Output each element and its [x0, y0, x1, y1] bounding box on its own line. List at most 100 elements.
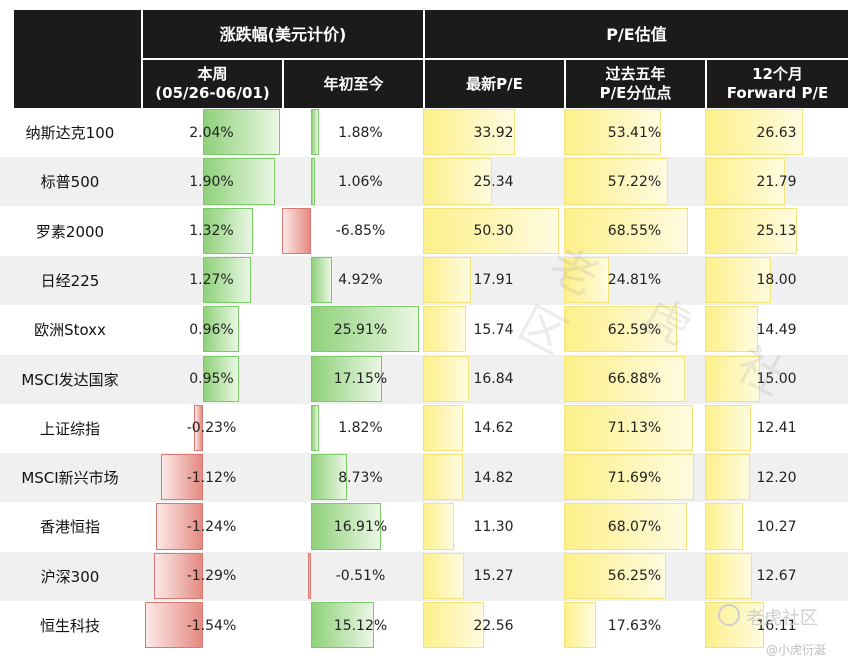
latest-pe-value: 14.82 — [473, 469, 514, 486]
pe-percentile-bar — [564, 109, 661, 156]
pe-percentile-value: 71.69% — [607, 469, 662, 486]
forward-pe-value: 26.63 — [756, 124, 797, 141]
header-ytd: 年初至今 — [282, 60, 423, 108]
pe-percentile-value: 62.59% — [607, 321, 662, 338]
header-corner — [14, 10, 141, 108]
pe-percentile-value: 68.07% — [607, 518, 662, 535]
latest-pe-value: 22.56 — [473, 617, 514, 634]
pe-percentile-bar — [564, 158, 668, 205]
ytd-change-bar — [311, 109, 319, 156]
latest-pe-bar — [423, 454, 464, 501]
ytd-change-bar — [311, 454, 348, 501]
ytd-change-value: 15.12% — [333, 617, 388, 634]
week-change-value: -0.23% — [186, 420, 237, 437]
week-change-value: 1.90% — [189, 173, 234, 190]
latest-pe-bar — [423, 503, 454, 550]
forward-pe-value: 12.67 — [756, 568, 797, 585]
ytd-change-bar — [308, 552, 311, 599]
week-change-value: 1.32% — [189, 223, 234, 240]
latest-pe-bar — [423, 207, 559, 254]
forward-pe-bar — [705, 207, 798, 254]
header-group-change: 涨跌幅(美元计价) — [141, 10, 423, 58]
header-forward-pe: 12个月 Forward P/E — [705, 60, 848, 108]
week-change-value: 2.04% — [189, 124, 234, 141]
header-divider — [141, 58, 848, 60]
ytd-change-value: 17.15% — [333, 371, 388, 387]
row-label: 沪深300 — [40, 567, 100, 586]
latest-pe-value: 33.92 — [473, 124, 514, 141]
latest-pe-bar — [423, 158, 492, 205]
forward-pe-value: 12.20 — [756, 469, 797, 486]
ytd-change-value: 4.92% — [338, 272, 383, 289]
forward-pe-bar — [705, 552, 752, 599]
ytd-change-bar — [311, 306, 419, 353]
forward-pe-bar — [705, 109, 803, 156]
forward-pe-bar — [705, 355, 761, 402]
row-label: 上证综指 — [39, 419, 100, 438]
pe-percentile-bar — [564, 355, 686, 402]
week-change-bar — [156, 503, 203, 550]
latest-pe-bar — [423, 355, 469, 402]
pe-percentile-value: 57.22% — [607, 173, 662, 190]
latest-pe-value: 25.34 — [473, 173, 514, 190]
ytd-change-bar — [311, 602, 375, 649]
latest-pe-bar — [423, 404, 463, 452]
week-change-bar — [194, 404, 203, 452]
pe-percentile-value: 71.13% — [607, 420, 662, 437]
row-label: 恒生科技 — [39, 617, 100, 635]
pe-percentile-bar — [564, 306, 678, 353]
row-label: 日经225 — [40, 271, 100, 290]
week-change-bar — [203, 207, 253, 254]
row-label: MSCI发达国家 — [21, 370, 119, 389]
week-change-bar — [203, 355, 239, 402]
week-change-value: -1.54% — [186, 617, 237, 634]
pe-percentile-value: 53.41% — [607, 124, 662, 141]
latest-pe-bar — [423, 256, 472, 304]
latest-pe-value: 11.30 — [473, 518, 514, 535]
ytd-change-value: 1.82% — [338, 420, 383, 437]
forward-pe-value: 21.79 — [756, 173, 797, 190]
week-change-value: -1.24% — [186, 518, 237, 535]
ytd-change-value: -0.51% — [335, 568, 386, 585]
forward-pe-value: 18.00 — [756, 272, 797, 289]
forward-pe-value: 10.27 — [756, 518, 797, 535]
latest-pe-value: 50.30 — [473, 223, 514, 240]
row-label: 纳斯达克100 — [25, 124, 115, 142]
ytd-change-value: 16.91% — [333, 518, 388, 535]
watermark-logo-text: 老虎社区 — [746, 608, 818, 629]
pe-percentile-bar — [564, 207, 689, 254]
latest-pe-value: 17.91 — [473, 272, 514, 289]
forward-pe-value: 16.11 — [756, 617, 797, 634]
latest-pe-bar — [423, 306, 466, 353]
row-label: 香港恒指 — [39, 518, 100, 537]
forward-pe-value: 25.13 — [756, 223, 797, 240]
week-change-value: 0.95% — [189, 371, 234, 387]
row-label: 罗素2000 — [35, 222, 105, 241]
forward-pe-value: 15.00 — [756, 371, 797, 387]
ytd-change-value: 25.91% — [333, 321, 388, 338]
week-change-value: -1.12% — [186, 469, 237, 486]
pe-percentile-bar — [564, 256, 609, 304]
header-latest-pe: 最新P/E — [423, 60, 564, 108]
forward-pe-bar — [705, 306, 759, 353]
ytd-change-bar — [311, 158, 316, 205]
forward-pe-bar — [705, 454, 750, 501]
week-change-bar — [203, 158, 275, 205]
forward-pe-bar — [705, 256, 772, 304]
tiger-logo-icon — [718, 604, 740, 626]
pe-percentile-bar — [564, 503, 688, 550]
pe-percentile-value: 68.55% — [607, 223, 662, 240]
pe-percentile-value: 24.81% — [607, 272, 662, 289]
ytd-change-value: 1.88% — [338, 124, 383, 141]
pe-percentile-value: 66.88% — [607, 371, 662, 387]
forward-pe-bar — [705, 503, 743, 550]
latest-pe-value: 16.84 — [473, 371, 514, 387]
latest-pe-value: 15.27 — [473, 568, 514, 585]
pe-percentile-bar — [564, 454, 694, 501]
latest-pe-bar — [423, 552, 465, 599]
week-change-bar — [154, 552, 203, 599]
latest-pe-bar — [423, 109, 515, 156]
header-week: 本周 (05/26-06/01) — [141, 60, 282, 108]
pe-percentile-value: 56.25% — [607, 568, 662, 585]
